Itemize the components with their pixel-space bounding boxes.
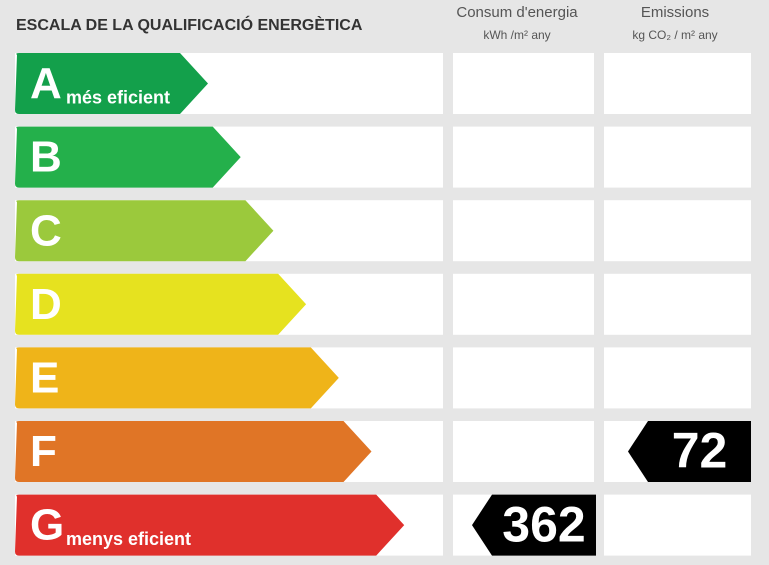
column-title: Consum d'energia — [456, 4, 578, 21]
class-arrow — [15, 347, 339, 409]
class-letter: E — [30, 354, 59, 403]
column-title: Emissions — [641, 4, 709, 21]
class-letter: B — [30, 133, 62, 182]
class-label: més eficient — [66, 87, 170, 107]
class-arrow — [15, 273, 307, 335]
emissions-cell — [604, 53, 751, 114]
class-arrow — [15, 421, 372, 482]
energy-cell — [453, 200, 594, 262]
title: ESCALA DE LA QUALIFICACIÓ ENERGÈTICA — [16, 15, 363, 34]
rating-badge — [628, 421, 751, 482]
rating-badge — [472, 494, 596, 556]
class-letter: G — [30, 501, 64, 550]
class-letter: A — [30, 59, 62, 108]
energy-cell — [453, 273, 594, 335]
column-unit: kWh /m² any — [483, 28, 550, 42]
emissions-cell — [604, 273, 751, 335]
emissions-cell — [604, 347, 751, 409]
rating-value: 362 — [502, 496, 585, 552]
rating-value: 72 — [672, 423, 728, 479]
class-arrow — [15, 53, 208, 114]
emissions-cell — [604, 494, 751, 556]
class-label: menys eficient — [66, 529, 191, 549]
class-letter: D — [30, 280, 62, 329]
emissions-cell — [604, 126, 751, 188]
class-arrow — [15, 494, 405, 556]
class-arrow — [15, 200, 274, 262]
column-unit: kg CO₂ / m² any — [632, 28, 717, 42]
class-letter: C — [30, 206, 62, 255]
class-arrow — [15, 126, 241, 188]
energy-cell — [453, 347, 594, 409]
energy-cell — [453, 53, 594, 114]
class-letter: F — [30, 427, 57, 476]
energy-cell — [453, 421, 594, 482]
energy-cell — [453, 126, 594, 188]
emissions-cell — [604, 200, 751, 262]
